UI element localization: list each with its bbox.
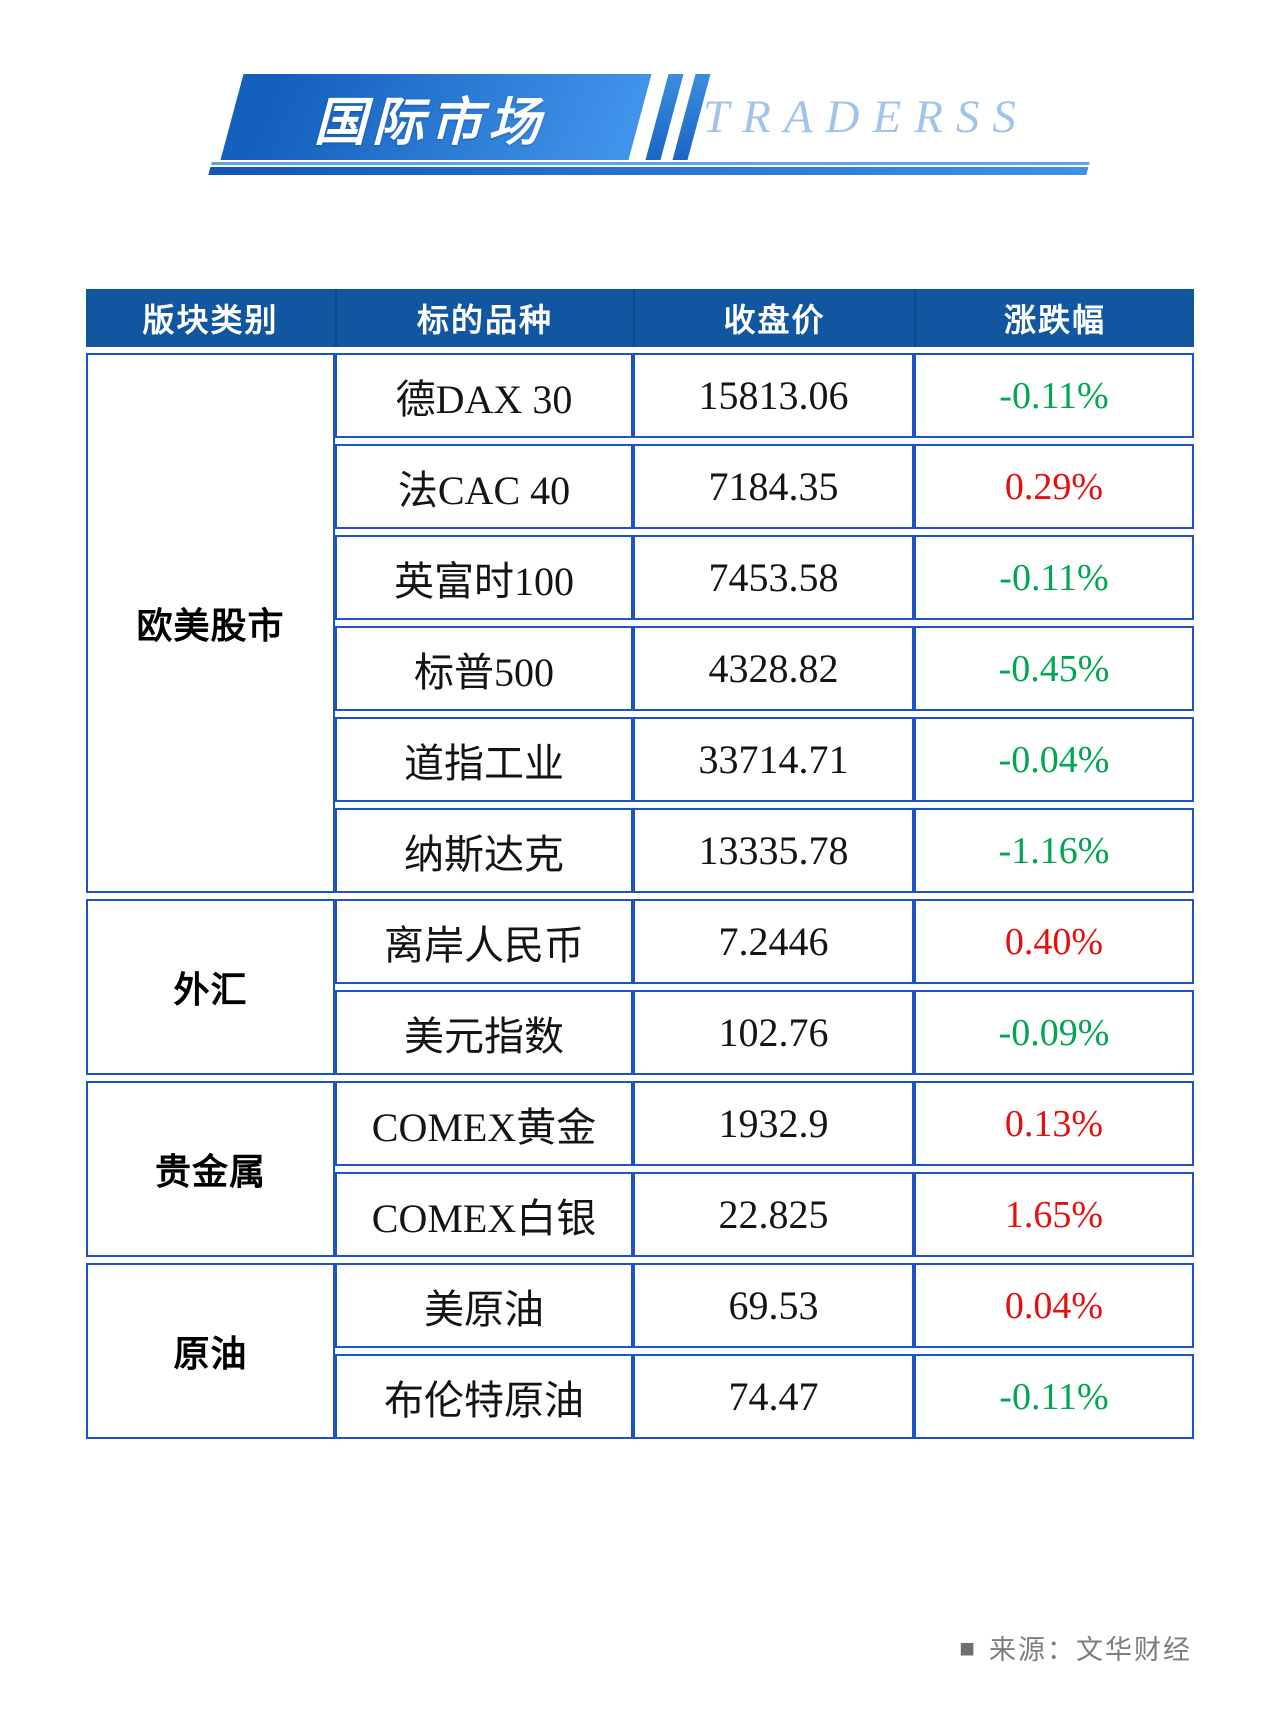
change-cell: -0.11% xyxy=(914,353,1194,438)
table-row: 布伦特原油 74.47 -0.11% xyxy=(86,1354,1194,1439)
category-cell: 原油 xyxy=(86,1263,335,1439)
change-cell: 1.65% xyxy=(914,1172,1194,1257)
table-header-row: 版块类别 标的品种 收盘价 涨跌幅 xyxy=(86,289,1194,347)
banner-title-plate: 国际市场 xyxy=(220,74,652,160)
banner-underline xyxy=(208,162,1090,175)
change-cell: -0.45% xyxy=(914,626,1194,711)
table-row: 欧美股市 德DAX 30 15813.06 -0.11% xyxy=(86,353,1194,893)
col-header-change: 涨跌幅 xyxy=(914,289,1194,347)
instrument-cell: 法CAC 40 xyxy=(335,444,633,529)
change-cell: 0.04% xyxy=(914,1263,1194,1348)
page-title: 国际市场 xyxy=(310,94,559,152)
table-row: 美元指数 102.76 -0.09% xyxy=(86,990,1194,1075)
close-price-cell: 69.53 xyxy=(633,1263,914,1348)
close-price-cell: 13335.78 xyxy=(633,808,914,893)
instrument-cell: COMEX黄金 xyxy=(335,1081,633,1166)
close-price-cell: 33714.71 xyxy=(633,717,914,802)
close-price-cell: 7.2446 xyxy=(633,899,914,984)
close-price-cell: 74.47 xyxy=(633,1354,914,1439)
change-cell: -0.11% xyxy=(914,535,1194,620)
instrument-cell: 标普500 xyxy=(335,626,633,711)
change-cell: 0.40% xyxy=(914,899,1194,984)
instrument-cell: 美原油 xyxy=(335,1263,633,1348)
table-row: 纳斯达克 13335.78 -1.16% xyxy=(86,808,1194,893)
underline-thick-rule xyxy=(208,167,1089,175)
change-cell: -1.16% xyxy=(914,808,1194,893)
change-cell: 0.29% xyxy=(914,444,1194,529)
col-header-close: 收盘价 xyxy=(633,289,914,347)
category-cell: 欧美股市 xyxy=(86,353,335,893)
instrument-cell: 英富时100 xyxy=(335,535,633,620)
category-cell: 贵金属 xyxy=(86,1081,335,1257)
close-price-cell: 7184.35 xyxy=(633,444,914,529)
table-row: 外汇 离岸人民币 7.2446 0.40% xyxy=(86,899,1194,1075)
table-row: 法CAC 40 7184.35 0.29% xyxy=(86,444,1194,529)
col-header-instrument: 标的品种 xyxy=(335,289,633,347)
table-row: COMEX白银 22.825 1.65% xyxy=(86,1172,1194,1257)
close-price-cell: 102.76 xyxy=(633,990,914,1075)
table-row: 贵金属 COMEX黄金 1932.9 0.13% xyxy=(86,1081,1194,1257)
instrument-cell: 美元指数 xyxy=(335,990,633,1075)
market-table: 版块类别 标的品种 收盘价 涨跌幅 欧美股市 德DAX 30 15813.06 … xyxy=(86,283,1194,1445)
close-price-cell: 4328.82 xyxy=(633,626,914,711)
instrument-cell: 离岸人民币 xyxy=(335,899,633,984)
table-row: 英富时100 7453.58 -0.11% xyxy=(86,535,1194,620)
close-price-cell: 1932.9 xyxy=(633,1081,914,1166)
source-caption: ■ 来源：文华财经 xyxy=(959,1628,1192,1667)
change-cell: -0.04% xyxy=(914,717,1194,802)
close-price-cell: 15813.06 xyxy=(633,353,914,438)
square-bullet-icon: ■ xyxy=(959,1632,977,1663)
close-price-cell: 22.825 xyxy=(633,1172,914,1257)
instrument-cell: 德DAX 30 xyxy=(335,353,633,438)
table-row: 道指工业 33714.71 -0.04% xyxy=(86,717,1194,802)
change-cell: -0.11% xyxy=(914,1354,1194,1439)
table-row: 标普500 4328.82 -0.45% xyxy=(86,626,1194,711)
category-cell: 外汇 xyxy=(86,899,335,1075)
brand-wordmark: TRADERSS xyxy=(703,91,1029,143)
instrument-cell: 道指工业 xyxy=(335,717,633,802)
instrument-cell: 布伦特原油 xyxy=(335,1354,633,1439)
instrument-cell: 纳斯达克 xyxy=(335,808,633,893)
close-price-cell: 7453.58 xyxy=(633,535,914,620)
instrument-cell: COMEX白银 xyxy=(335,1172,633,1257)
change-cell: 0.13% xyxy=(914,1081,1194,1166)
col-header-category: 版块类别 xyxy=(86,289,335,347)
table-row: 原油 美原油 69.53 0.04% xyxy=(86,1263,1194,1439)
source-text: 来源：文华财经 xyxy=(989,1635,1192,1665)
change-cell: -0.09% xyxy=(914,990,1194,1075)
